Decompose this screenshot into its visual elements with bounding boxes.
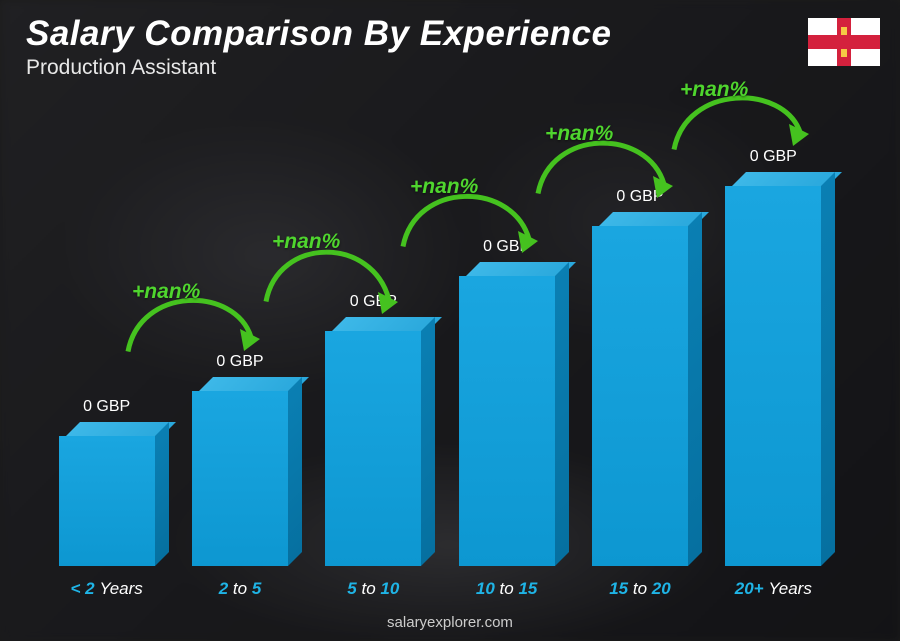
delta-label: +nan% xyxy=(132,280,200,304)
x-axis-label: 10 to 15 xyxy=(452,579,562,599)
bar-slot: 0 GBP xyxy=(452,238,562,566)
x-axis-label: 15 to 20 xyxy=(585,579,695,599)
bar-side-face xyxy=(288,377,302,566)
bar xyxy=(59,422,155,566)
bar xyxy=(325,317,421,566)
bar-front-face xyxy=(592,226,688,566)
bar-slot: 0 GBP xyxy=(52,398,162,566)
bar-front-face xyxy=(59,436,155,566)
content: Salary Comparison By Experience Producti… xyxy=(0,0,900,641)
delta-label: +nan% xyxy=(545,122,613,146)
bar-slot: 0 GBP xyxy=(718,148,828,566)
delta-label: +nan% xyxy=(410,175,478,199)
bar xyxy=(592,212,688,566)
guernsey-flag-icon xyxy=(808,18,880,66)
bar-side-face xyxy=(155,422,169,566)
bar-value-label: 0 GBP xyxy=(83,398,130,416)
bar-value-label: 0 GBP xyxy=(750,148,797,166)
footer-attribution: salaryexplorer.com xyxy=(0,614,900,631)
delta-label: +nan% xyxy=(272,230,340,254)
x-axis-label: 20+ Years xyxy=(718,579,828,599)
bar-front-face xyxy=(725,186,821,566)
bar xyxy=(459,262,555,566)
flag-cross-inner xyxy=(841,27,847,57)
bar-front-face xyxy=(459,276,555,566)
bar-slot: 0 GBP xyxy=(318,293,428,566)
bar-front-face xyxy=(325,331,421,566)
bar-side-face xyxy=(421,317,435,566)
bar-side-face xyxy=(555,262,569,566)
bar-value-label: 0 GBP xyxy=(616,188,663,206)
bar-value-label: 0 GBP xyxy=(216,353,263,371)
bar xyxy=(725,172,821,566)
bar-side-face xyxy=(821,172,835,566)
bar-value-label: 0 GBP xyxy=(350,293,397,311)
delta-label: +nan% xyxy=(680,78,748,102)
bar-chart: 0 GBP 0 GBP 0 GBP 0 GBP 0 GBP 0 GBP xyxy=(40,90,840,566)
x-axis-labels: < 2 Years 2 to 5 5 to 10 10 to 15 15 to 20 20… xyxy=(40,579,840,599)
bar-slot: 0 GBP xyxy=(585,188,695,566)
chart-title: Salary Comparison By Experience xyxy=(26,14,611,54)
x-axis-label: 5 to 10 xyxy=(318,579,428,599)
x-axis-label: < 2 Years xyxy=(52,579,162,599)
bar-value-label: 0 GBP xyxy=(483,238,530,256)
bar-slot: 0 GBP xyxy=(185,353,295,566)
bar-front-face xyxy=(192,391,288,566)
bar xyxy=(192,377,288,566)
x-axis-label: 2 to 5 xyxy=(185,579,295,599)
bar-side-face xyxy=(688,212,702,566)
chart-subtitle: Production Assistant xyxy=(26,56,216,80)
bars-row: 0 GBP 0 GBP 0 GBP 0 GBP 0 GBP 0 GBP xyxy=(40,90,840,566)
